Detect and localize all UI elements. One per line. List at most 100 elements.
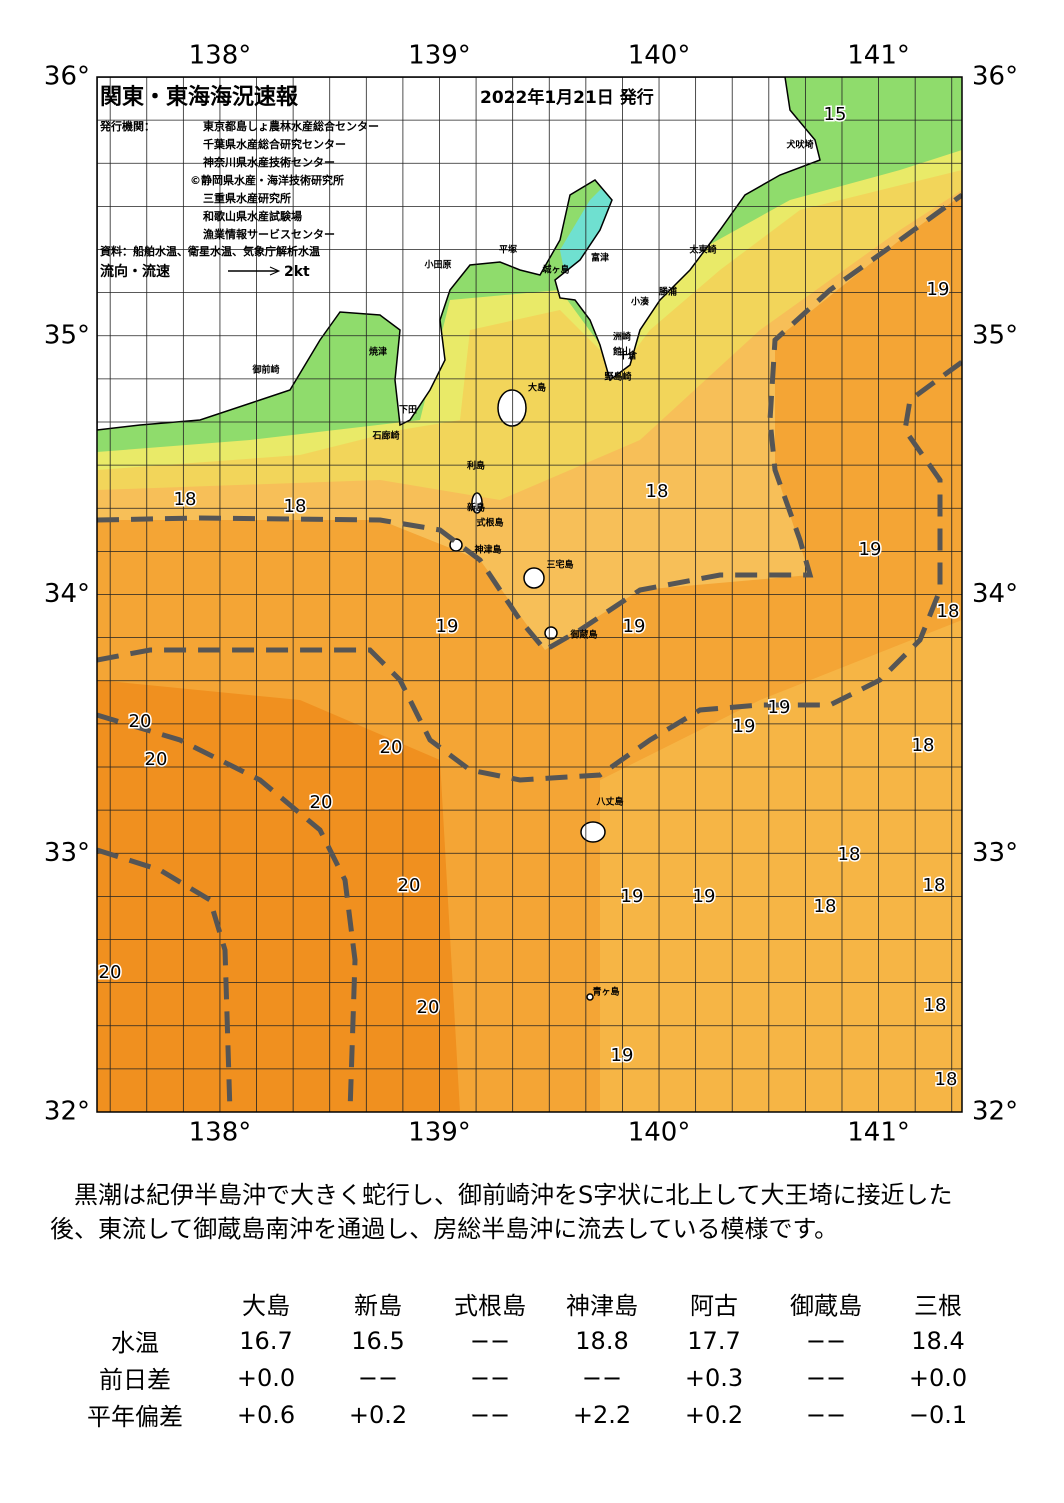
row-header: 水温 <box>111 1329 159 1357</box>
place-name: 太東崎 <box>688 244 716 256</box>
column-header: 式根島 <box>454 1292 526 1320</box>
source: 資料：船舶水温、衛星水温、気象庁解析水温 <box>100 244 320 258</box>
isotherm-label: 19 <box>436 616 459 637</box>
place-name: 式根島 <box>476 517 503 529</box>
issuer: 漁業情報サービスセンター <box>203 227 335 241</box>
place-name: 御蔵島 <box>569 629 597 641</box>
isotherm-label: 19 <box>859 539 882 560</box>
isotherm-label: 18 <box>923 875 946 896</box>
table-cell: +2.2 <box>572 1400 632 1429</box>
issuer: ©静岡県水産・海洋技術研究所 <box>190 173 344 187</box>
table-cell: −− <box>581 1363 623 1392</box>
y-tick-label-right: 36° <box>972 62 1018 92</box>
map: 関東・東海海況速報 2022年1月21日 発行 発行機関： 東京都島しょ農林水産… <box>44 41 1018 1148</box>
x-tick-label-top: 140° <box>628 41 691 71</box>
description: 黒潮は紀伊半島沖で大きく蛇行し、御前崎沖をS字状に北上して大王埼に接近した後、東… <box>50 1181 953 1243</box>
issuer: 東京都島しょ農林水産総合センター <box>203 119 379 133</box>
table-cell: +0.6 <box>236 1400 296 1429</box>
y-tick-label-left: 32° <box>44 1097 90 1127</box>
isotherm-label: 20 <box>380 737 403 758</box>
legend-arrowhead <box>269 266 281 276</box>
isotherm-label: 19 <box>611 1045 634 1066</box>
issuer: 和歌山県水産試験場 <box>203 209 302 223</box>
map-frame <box>96 76 963 1113</box>
table-cell: +0.2 <box>348 1400 408 1429</box>
place-name: 犬吠埼 <box>785 139 813 151</box>
table-cell: −− <box>469 1363 511 1392</box>
issuer: 神奈川県水産技術センター <box>203 155 335 169</box>
y-tick-label-right: 32° <box>972 1097 1018 1127</box>
place-name: 神津島 <box>474 544 501 556</box>
table-cell: −− <box>805 1400 847 1429</box>
column-header: 御蔵島 <box>790 1292 862 1320</box>
place-name: 焼津 <box>369 346 387 358</box>
isotherm-label: 19 <box>768 697 791 718</box>
place-name: 小田原 <box>423 259 451 271</box>
isotherm-label: 19 <box>927 279 950 300</box>
isotherm-label: 19 <box>733 716 756 737</box>
isotherm-label: 18 <box>924 995 947 1016</box>
table-cell: +0.2 <box>684 1400 744 1429</box>
isotherm-label: 19 <box>693 886 716 907</box>
table-cell: 18.8 <box>575 1326 629 1355</box>
isotherm-label: 20 <box>398 875 421 896</box>
place-name: 野島崎 <box>604 371 631 383</box>
table-cell: −− <box>469 1400 511 1429</box>
place-name: 城ヶ島 <box>542 264 569 276</box>
isotherm-label: 19 <box>621 886 644 907</box>
isotherm-label: 20 <box>99 962 122 983</box>
place-name: 下田 <box>399 405 417 416</box>
table-row: 前日差 +0.0 −− −− −− +0.3 −− +0.0 <box>60 1359 994 1396</box>
issuer-label: 発行機関： <box>99 119 155 133</box>
isotherm-label: 20 <box>417 997 440 1018</box>
x-tick-label-bottom: 140° <box>628 1118 691 1148</box>
place-name: 御前崎 <box>251 364 279 376</box>
place-name: 小湊 <box>630 296 650 308</box>
place-name: 八丈島 <box>595 796 623 808</box>
table-cell: +0.0 <box>236 1363 296 1392</box>
isotherm-label: 18 <box>174 489 197 510</box>
y-tick-label-right: 35° <box>972 320 1018 350</box>
isotherm-label: 20 <box>129 711 152 732</box>
kuroshio-axis <box>97 192 962 1112</box>
place-name: 平塚 <box>499 244 517 256</box>
place-name: 富津 <box>591 252 609 264</box>
isotherm-label: 18 <box>935 1069 958 1090</box>
place-name: 千倉 <box>619 350 638 362</box>
y-tick-label-right: 33° <box>972 838 1018 868</box>
y-tick-label-right: 34° <box>972 579 1018 609</box>
x-tick-label-top: 141° <box>847 41 910 71</box>
issuers: 東京都島しょ農林水産総合センター千葉県水産総合研究センター神奈川県水産技術センタ… <box>190 119 379 241</box>
place-name: 新島 <box>467 502 485 514</box>
isotherm-label: 18 <box>912 735 935 756</box>
column-header: 大島 <box>242 1292 290 1320</box>
isotherm-label: 20 <box>310 792 333 813</box>
table-cell: +0.3 <box>684 1363 744 1392</box>
title: 関東・東海海況速報 <box>100 84 299 110</box>
place-name: 三宅島 <box>546 559 573 571</box>
table-cell: 18.4 <box>911 1326 965 1355</box>
y-tick-label-left: 33° <box>44 838 90 868</box>
legend-speed: 2kt <box>284 264 310 280</box>
issuer: 三重県水産研究所 <box>203 191 291 205</box>
table-cell: 16.5 <box>351 1326 405 1355</box>
column-header: 三根 <box>914 1292 962 1320</box>
legend-label: 流向・流速 <box>100 263 170 280</box>
sst-table: 大島 新島 式根島 神津島 阿古 御蔵島 三根 水温 16.7 16.5 −− 18.8 17.7 −− 1… <box>60 1285 994 1433</box>
x-tick-label-top: 138° <box>189 41 252 71</box>
isotherm-label: 18 <box>284 496 307 517</box>
isotherm-label: 18 <box>838 844 861 865</box>
place-name: 利島 <box>466 460 485 472</box>
table-row: 水温 16.7 16.5 −− 18.8 17.7 −− 18.4 <box>60 1322 994 1359</box>
column-header: 新島 <box>354 1292 402 1320</box>
column-header: 神津島 <box>566 1292 638 1320</box>
sea-temperature <box>97 77 962 1112</box>
isotherm-label: 15 <box>824 104 847 125</box>
place-name: 館山 <box>612 346 631 358</box>
place-name: 洲崎 <box>613 331 631 343</box>
table-cell: −− <box>805 1326 847 1355</box>
row-header: 前日差 <box>99 1366 171 1394</box>
table-cell: 16.7 <box>239 1326 293 1355</box>
table-cell: −− <box>357 1363 399 1392</box>
